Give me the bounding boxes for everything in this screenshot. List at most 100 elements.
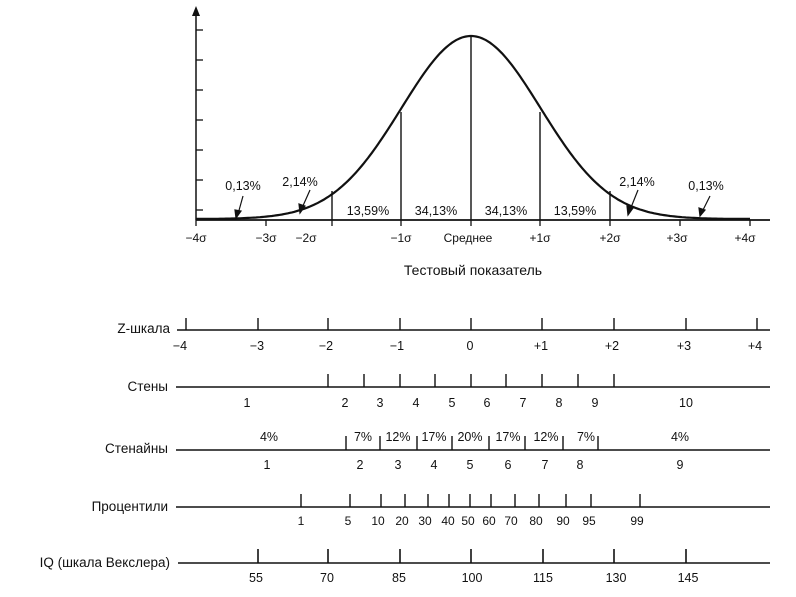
stanine-percent: 17%: [495, 430, 520, 444]
scale-value: 1: [264, 458, 271, 472]
stanine-percent: 20%: [457, 430, 482, 444]
scale-values: 1 2 3 4 5 6 7 8 9 10: [244, 396, 693, 410]
scale-value: 40: [441, 514, 455, 528]
sigma-label: −1σ: [390, 231, 412, 245]
scale-value: 1: [244, 396, 251, 410]
scale-value: 60: [482, 514, 496, 528]
sigma-label: +1σ: [529, 231, 551, 245]
scale-label: Процентили: [92, 499, 168, 514]
band-percent-label: 0,13%: [225, 179, 260, 193]
scale-values: 55 70 85 100 115 130 145: [249, 571, 698, 585]
scale-value: 80: [529, 514, 543, 528]
scale-ticks: [300, 494, 641, 507]
scale-value: 1: [298, 514, 305, 528]
sigma-label: +2σ: [599, 231, 621, 245]
z-scale: Z-шкала −4 −3 −2 −1 0 +1 +2 +3 +4: [117, 318, 770, 353]
x-axis-title: Тестовый показатель: [404, 262, 542, 278]
band-percent-label: 34,13%: [415, 204, 457, 218]
scale-value: 130: [606, 571, 627, 585]
scale-value: 8: [577, 458, 584, 472]
sigma-label: −4σ: [185, 231, 207, 245]
scale-value: 2: [342, 396, 349, 410]
scale-value: 100: [462, 571, 483, 585]
sigma-lines: [331, 36, 611, 220]
scale-value: 6: [484, 396, 491, 410]
stanine-percents: 4% 7% 12% 17% 20% 17% 12% 7% 4%: [260, 430, 689, 444]
bell-curve-chart: 0,13% 2,14% 13,59% 34,13% 34,13% 13,59% …: [185, 6, 770, 278]
stanine-scale: Стенайны 4% 7% 12% 17% 20% 17% 12% 7% 4%…: [105, 430, 770, 472]
scale-label: Стенайны: [105, 441, 168, 456]
scale-value: +4: [748, 339, 762, 353]
scale-value: 10: [679, 396, 693, 410]
scale-value: 3: [377, 396, 384, 410]
sigma-label: +4σ: [734, 231, 756, 245]
scale-ticks: [345, 436, 599, 450]
scale-value: 0: [467, 339, 474, 353]
scale-value: 6: [505, 458, 512, 472]
scale-value: 85: [392, 571, 406, 585]
band-percent-label: 34,13%: [485, 204, 527, 218]
stanine-percent: 7%: [354, 430, 372, 444]
sigma-labels: −4σ −3σ −2σ −1σ Среднее +1σ +2σ +3σ +4σ: [185, 231, 756, 245]
x-axis-ticks: [195, 220, 751, 226]
band-percent-label: 0,13%: [688, 179, 723, 193]
sigma-label: +3σ: [666, 231, 688, 245]
scale-value: 55: [249, 571, 263, 585]
scale-value: 5: [467, 458, 474, 472]
tail-arrows: [234, 189, 711, 220]
scale-value: 145: [678, 571, 699, 585]
sigma-label: −3σ: [255, 231, 277, 245]
scale-value: −3: [250, 339, 264, 353]
scale-value: 4: [431, 458, 438, 472]
scale-label: Z-шкала: [117, 321, 170, 336]
scale-value: 95: [582, 514, 596, 528]
scale-ticks: [185, 318, 758, 330]
scale-value: 7: [520, 396, 527, 410]
scale-label: IQ (шкала Векслера): [40, 555, 170, 570]
percentile-scale: Процентили 1 5 10 20 30 40 50 60 70: [92, 494, 770, 528]
stanine-percent: 12%: [533, 430, 558, 444]
scale-value: 115: [533, 571, 553, 585]
scale-value: 7: [542, 458, 549, 472]
scale-value: −2: [319, 339, 333, 353]
stanine-percent: 12%: [385, 430, 410, 444]
y-axis-ticks: [196, 29, 203, 211]
scale-values: −4 −3 −2 −1 0 +1 +2 +3 +4: [173, 339, 762, 353]
scale-value: 20: [395, 514, 409, 528]
scale-value: 30: [418, 514, 432, 528]
scale-ticks: [327, 374, 615, 387]
scale-value: 4: [413, 396, 420, 410]
scale-value: 5: [449, 396, 456, 410]
scale-value: 5: [345, 514, 352, 528]
scale-value: −1: [390, 339, 404, 353]
scale-value: 70: [504, 514, 518, 528]
scale-value: 50: [461, 514, 475, 528]
stanine-percent: 4%: [260, 430, 278, 444]
scale-value: 2: [357, 458, 364, 472]
band-percent-label: 13,59%: [554, 204, 596, 218]
sigma-label-mean: Среднее: [444, 231, 493, 245]
scale-value: +2: [605, 339, 619, 353]
scale-value: 8: [556, 396, 563, 410]
scale-values: 1 2 3 4 5 6 7 8 9: [264, 458, 684, 472]
scale-value: 10: [371, 514, 385, 528]
bell-curve: [196, 34, 750, 220]
stanine-percent: 17%: [421, 430, 446, 444]
y-axis-arrow: [192, 6, 200, 16]
scale-value: +3: [677, 339, 691, 353]
scale-value: 70: [320, 571, 334, 585]
band-percent-labels: 0,13% 2,14% 13,59% 34,13% 34,13% 13,59% …: [225, 175, 723, 218]
stanine-percent: 7%: [577, 430, 595, 444]
scale-value: 3: [395, 458, 402, 472]
band-percent-label: 2,14%: [282, 175, 317, 189]
scale-value: 90: [556, 514, 570, 528]
iq-scale: IQ (шкала Векслера) 55 70 85 100 115 130…: [40, 549, 770, 585]
scale-value: 9: [677, 458, 684, 472]
scale-value: 9: [592, 396, 599, 410]
scale-value: +1: [534, 339, 548, 353]
scale-value: −4: [173, 339, 187, 353]
scale-label: Стены: [128, 379, 168, 394]
scale-value: 99: [630, 514, 644, 528]
scale-ticks: [257, 549, 687, 563]
